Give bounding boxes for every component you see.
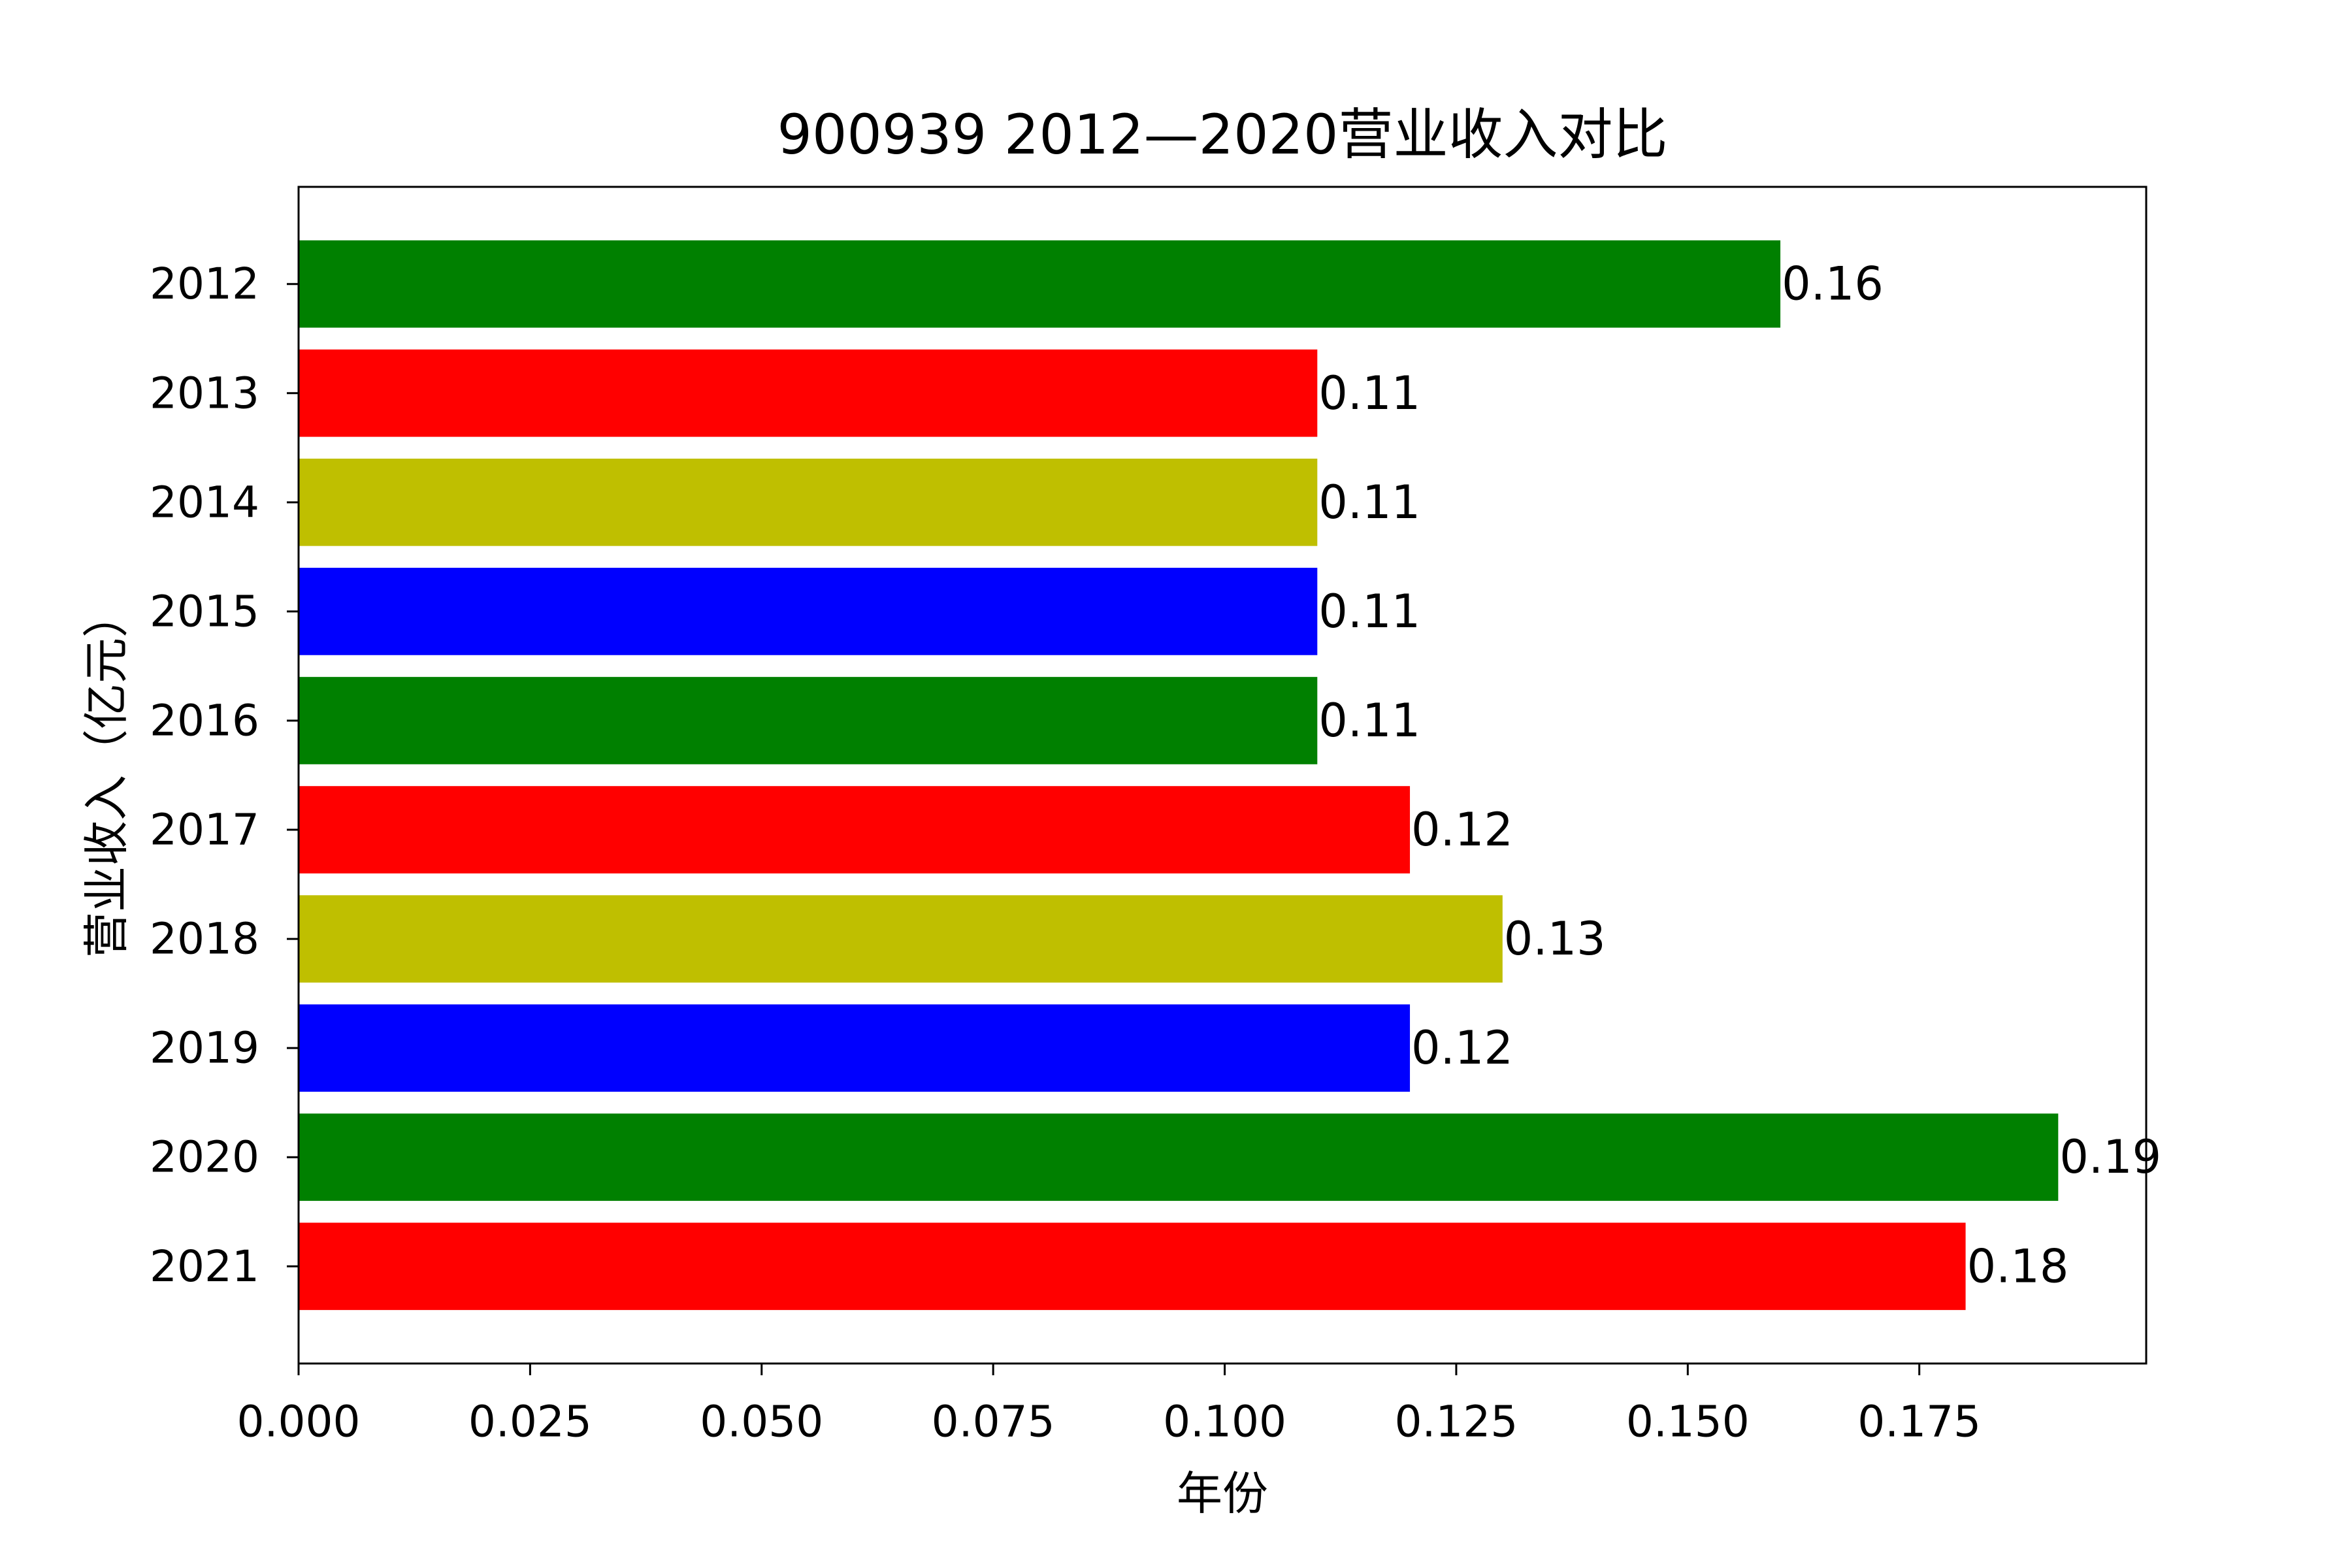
bar-2014 — [299, 459, 1318, 546]
y-axis: 2012 2013 2014 2015 2016 2017 2018 2019 2020 2021 — [150, 259, 299, 1292]
x-tick-label-1: 0.025 — [468, 1397, 592, 1447]
y-tick-label-2014: 2014 — [150, 477, 259, 527]
data-labels-group: 0.16 0.11 0.11 0.11 0.11 0.12 0.13 0.12 0.19 0.18 — [1318, 257, 2161, 1294]
data-label-2019: 0.12 — [1411, 1021, 1513, 1075]
y-tick-label-2019: 2019 — [150, 1023, 259, 1073]
data-label-2018: 0.13 — [1504, 912, 1606, 966]
y-tick-label-2018: 2018 — [150, 914, 259, 964]
y-tick-label-2017: 2017 — [150, 805, 259, 855]
plot-frame — [297, 186, 2148, 1365]
data-label-2012: 0.16 — [1782, 257, 1884, 311]
y-tick-label-2013: 2013 — [150, 368, 259, 418]
bar-2017 — [299, 786, 1411, 874]
x-tick-label-3: 0.075 — [932, 1397, 1055, 1447]
bar-2020 — [299, 1113, 2059, 1201]
data-label-2020: 0.19 — [2059, 1130, 2161, 1184]
bar-2019 — [299, 1004, 1411, 1092]
x-tick-label-7: 0.175 — [1857, 1397, 1981, 1447]
chart-title: 900939 2012—2020营业收入对比 — [777, 103, 1668, 167]
x-tick-label-5: 0.125 — [1394, 1397, 1518, 1447]
y-tick-label-2021: 2021 — [150, 1241, 259, 1292]
y-axis-label: 营业收入（亿元） — [80, 592, 133, 958]
data-label-2015: 0.11 — [1318, 585, 1420, 638]
x-axis: 0.000 0.025 0.050 0.075 0.100 0.125 0.150 0.175 — [237, 1364, 1981, 1447]
x-tick-label-2: 0.050 — [700, 1397, 823, 1447]
bar-2021 — [299, 1222, 1966, 1311]
y-tick-label-2012: 2012 — [150, 259, 259, 309]
x-tick-label-0: 0.000 — [237, 1397, 361, 1447]
data-label-2016: 0.11 — [1318, 694, 1420, 747]
data-label-2021: 0.18 — [1967, 1239, 2069, 1293]
x-tick-label-4: 0.100 — [1163, 1397, 1286, 1447]
y-tick-label-2016: 2016 — [150, 695, 259, 745]
x-tick-label-6: 0.150 — [1626, 1397, 1750, 1447]
y-tick-label-2020: 2020 — [150, 1132, 259, 1183]
bars-group — [299, 240, 2059, 1311]
bar-2016 — [299, 677, 1318, 764]
bar-2015 — [299, 568, 1318, 655]
x-axis-label: 年份 — [1177, 1467, 1268, 1520]
y-tick-label-2015: 2015 — [150, 586, 259, 636]
bar-2012 — [299, 240, 1781, 328]
data-label-2013: 0.11 — [1318, 367, 1420, 420]
data-label-2017: 0.12 — [1411, 803, 1513, 857]
bar-2018 — [299, 895, 1503, 983]
bar-2013 — [299, 349, 1318, 437]
data-label-2014: 0.11 — [1318, 476, 1420, 529]
